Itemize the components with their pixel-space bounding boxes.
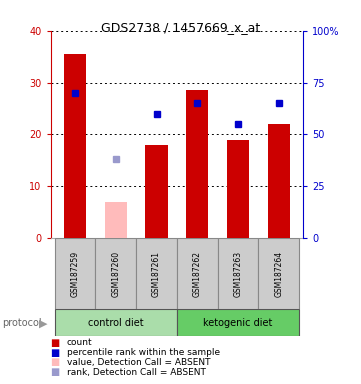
Text: ketogenic diet: ketogenic diet [203,318,273,328]
Bar [227,139,249,238]
Text: ■: ■ [51,358,60,367]
Bar [105,202,127,238]
Text: GSM187263: GSM187263 [234,250,243,297]
Text: percentile rank within the sample: percentile rank within the sample [67,348,220,357]
Bar [186,90,209,238]
Text: GSM187261: GSM187261 [152,251,161,296]
Bar [177,238,218,309]
Text: value, Detection Call = ABSENT: value, Detection Call = ABSENT [67,358,210,367]
Text: ■: ■ [51,348,60,358]
Bar [258,238,299,309]
Bar [64,54,86,238]
Text: protocol: protocol [2,318,42,328]
Bar [218,238,258,309]
Bar [55,238,95,309]
Text: count: count [67,338,92,347]
Text: ▶: ▶ [39,318,48,328]
Bar [268,124,290,238]
Bar [136,238,177,309]
Text: ■: ■ [51,338,60,348]
Bar [177,309,299,336]
Text: ■: ■ [51,367,60,377]
Bar [145,145,168,238]
Text: rank, Detection Call = ABSENT: rank, Detection Call = ABSENT [67,368,206,377]
Text: GSM187259: GSM187259 [70,250,79,297]
Text: GSM187262: GSM187262 [193,251,202,296]
Text: GDS2738 / 1457669_x_at: GDS2738 / 1457669_x_at [101,21,260,34]
Text: GSM187260: GSM187260 [111,250,120,297]
Bar [95,238,136,309]
Text: GSM187264: GSM187264 [274,250,283,297]
Bar [55,309,177,336]
Text: control diet: control diet [88,318,144,328]
